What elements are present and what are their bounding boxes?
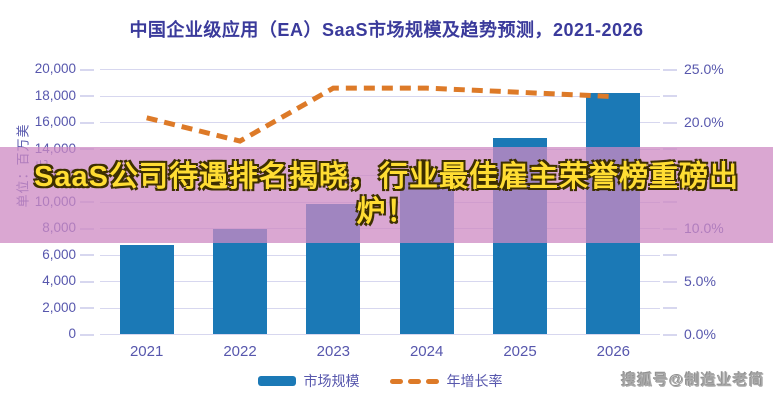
left-axis-tick-label: 2,000 bbox=[42, 299, 76, 315]
legend: 市场规模 年增长率 bbox=[100, 371, 660, 391]
headline-text: SaaS公司待遇排名揭晓，行业最佳雇主荣誉榜重磅出炉！ bbox=[34, 160, 739, 228]
right-tick bbox=[663, 95, 677, 97]
gridline bbox=[100, 334, 660, 335]
right-axis-tick-label: 25.0% bbox=[684, 61, 724, 77]
right-tick bbox=[663, 333, 677, 336]
bar-series-label: 市场规模 bbox=[303, 373, 360, 389]
right-axis-tick-label: 5.0% bbox=[684, 273, 716, 289]
right-tick bbox=[663, 254, 677, 256]
left-tick bbox=[80, 121, 94, 124]
bar-2021 bbox=[119, 245, 174, 334]
left-tick bbox=[80, 333, 94, 336]
x-axis-label: 2021 bbox=[129, 343, 164, 360]
left-tick bbox=[80, 307, 94, 309]
left-axis-tick-label: 20,000 bbox=[34, 61, 76, 76]
left-tick bbox=[80, 95, 94, 97]
right-axis-tick-label: 20.0% bbox=[684, 114, 724, 130]
headline-banner: SaaS公司待遇排名揭晓，行业最佳雇主荣誉榜重磅出炉！ bbox=[0, 147, 773, 243]
left-tick bbox=[80, 280, 94, 283]
bar-2022 bbox=[213, 228, 267, 334]
legend-item-growth-rate: 年增长率 bbox=[389, 371, 503, 391]
x-axis-label: 2024 bbox=[409, 343, 444, 360]
watermark: 搜狐号@制造业老简 bbox=[621, 372, 765, 389]
left-tick bbox=[80, 68, 94, 71]
x-axis-label: 2022 bbox=[223, 343, 257, 360]
right-tick bbox=[663, 280, 677, 283]
growth-line bbox=[146, 85, 614, 144]
left-axis-tick-label: 4,000 bbox=[42, 273, 76, 288]
gridline bbox=[100, 307, 660, 309]
gridline bbox=[100, 281, 660, 282]
x-axis-label: 2025 bbox=[503, 343, 537, 360]
right-tick bbox=[663, 68, 677, 71]
left-tick bbox=[80, 254, 94, 256]
bar-series-swatch bbox=[257, 376, 296, 386]
line-series-swatch bbox=[389, 378, 439, 384]
left-axis-tick-label: 0 bbox=[68, 326, 76, 341]
gridline bbox=[100, 95, 660, 97]
right-tick bbox=[663, 307, 677, 309]
right-axis-tick-label: 0.0% bbox=[684, 326, 716, 342]
chart-title: 中国企业级应用（EA）SaaS市场规模及趋势预测，2021-2026 bbox=[129, 20, 644, 40]
right-tick bbox=[663, 121, 677, 124]
gridline bbox=[100, 254, 660, 256]
left-axis-tick-label: 18,000 bbox=[34, 87, 76, 103]
gridline bbox=[100, 69, 660, 70]
legend-item-market-size: 市场规模 bbox=[257, 371, 360, 391]
x-axis-label: 2026 bbox=[596, 343, 631, 360]
gridline bbox=[100, 122, 660, 123]
line-series-label: 年增长率 bbox=[446, 373, 503, 389]
left-axis-tick-label: 16,000 bbox=[34, 114, 76, 129]
left-axis-tick-label: 6,000 bbox=[42, 246, 76, 262]
x-axis-label: 2023 bbox=[316, 343, 351, 360]
